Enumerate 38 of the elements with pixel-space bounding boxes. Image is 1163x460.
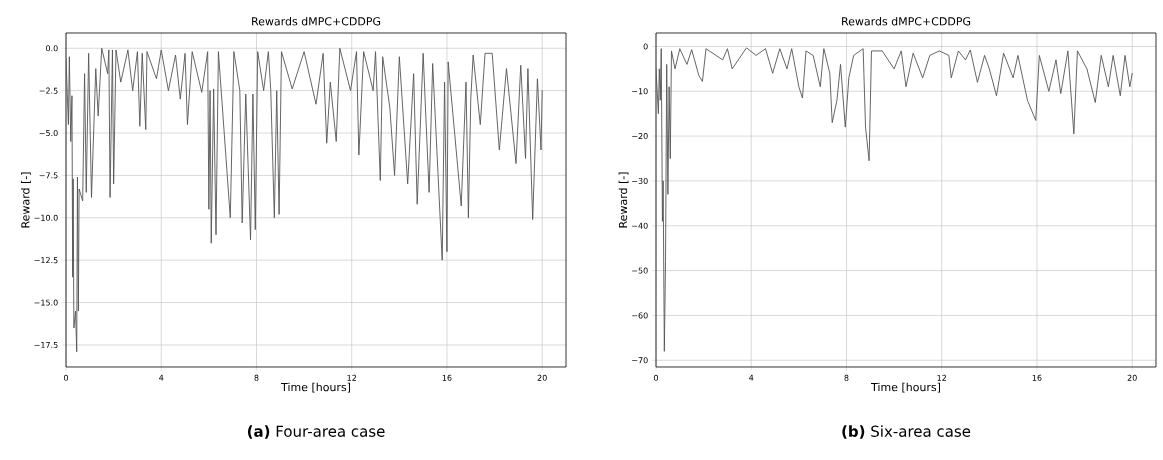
y-tick-label: −30 bbox=[632, 177, 648, 184]
y-tick-label: −10 bbox=[632, 88, 648, 95]
chart-title: Rewards dMPC+CDDPG bbox=[252, 16, 381, 26]
y-tick-label: −50 bbox=[632, 267, 648, 274]
x-tick-label: 12 bbox=[937, 374, 946, 381]
y-tick-label: −5.0 bbox=[39, 129, 58, 137]
y-tick-label: −12.5 bbox=[34, 257, 58, 264]
x-tick-label: 12 bbox=[347, 374, 356, 381]
x-tick-label: 8 bbox=[254, 374, 259, 381]
y-tick-label: −17.5 bbox=[34, 341, 58, 348]
x-tick-label: 0 bbox=[653, 374, 659, 381]
x-tick-label: 8 bbox=[844, 374, 849, 381]
x-tick-label: 0 bbox=[64, 374, 69, 381]
y-axis-title: Reward [-] bbox=[21, 172, 31, 228]
y-tick-label: −15.0 bbox=[34, 299, 58, 306]
x-tick-label: 4 bbox=[159, 374, 164, 381]
y-tick-label: −10.0 bbox=[34, 214, 58, 221]
y-axis-title: Reward [-] bbox=[618, 172, 629, 228]
x-tick-label: 20 bbox=[537, 374, 547, 381]
x-tick-label: 16 bbox=[442, 374, 452, 381]
y-tick-label: −70 bbox=[632, 357, 648, 364]
y-tick-label: −60 bbox=[632, 312, 648, 319]
x-tick-label: 4 bbox=[749, 374, 754, 381]
y-tick-label: −20 bbox=[632, 133, 648, 140]
y-tick-label: −40 bbox=[632, 222, 648, 229]
text: (b) Six-area case bbox=[842, 425, 971, 439]
chart-title: Rewards dMPC+CDDPG bbox=[842, 16, 971, 26]
y-tick-label: −7.5 bbox=[39, 172, 58, 179]
text: (a) Four-area case bbox=[247, 425, 385, 439]
line-series bbox=[66, 47, 543, 353]
line-series bbox=[656, 47, 1133, 352]
x-tick-label: 16 bbox=[1032, 374, 1042, 381]
x-axis-title: Time [hours] bbox=[281, 382, 351, 393]
y-tick-label: 0.0 bbox=[46, 45, 58, 52]
y-tick-label: −2.5 bbox=[39, 87, 58, 94]
y-tick-label: 0 bbox=[643, 43, 648, 50]
x-tick-label: 20 bbox=[1127, 374, 1137, 381]
x-axis-title: Time [hours] bbox=[871, 382, 941, 393]
